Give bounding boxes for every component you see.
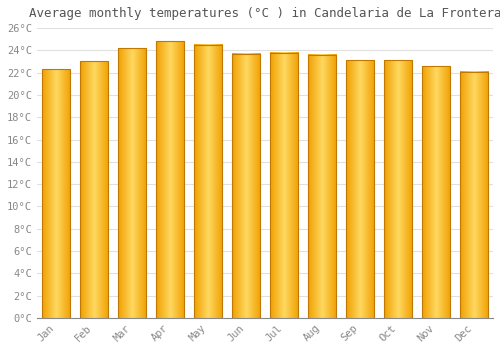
Bar	[384, 61, 412, 318]
Bar	[460, 71, 488, 318]
Bar	[118, 48, 146, 318]
Bar	[194, 45, 222, 318]
Bar	[308, 55, 336, 318]
Bar	[42, 69, 70, 318]
Bar	[80, 62, 108, 318]
Bar	[156, 41, 184, 318]
Bar	[270, 52, 298, 318]
Bar	[422, 66, 450, 318]
Bar	[232, 54, 260, 318]
Bar	[346, 61, 374, 318]
Title: Average monthly temperatures (°C ) in Candelaria de La Frontera: Average monthly temperatures (°C ) in Ca…	[28, 7, 500, 20]
